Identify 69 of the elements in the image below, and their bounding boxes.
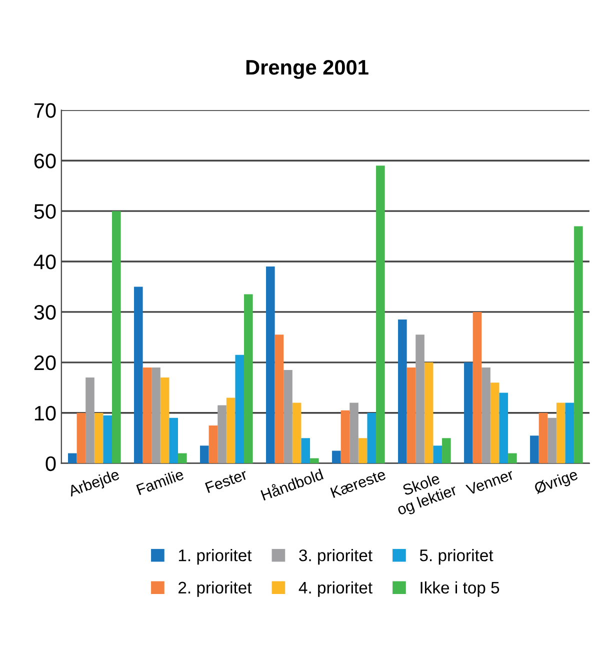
bar: [433, 446, 442, 464]
legend-label: Ikke i top 5: [420, 581, 500, 597]
bar: [68, 453, 77, 464]
bar: [574, 226, 583, 464]
bar: [142, 367, 152, 464]
bar: [530, 436, 539, 464]
bar: [350, 402, 358, 464]
bar: [340, 410, 350, 464]
legend-label: 5. prioritet: [420, 549, 494, 565]
y-tick-label: 0: [46, 456, 56, 472]
bar: [152, 367, 160, 464]
bar: [134, 286, 143, 464]
bar: [103, 415, 112, 464]
y-tick-label: 10: [34, 406, 56, 421]
bar: [490, 382, 500, 464]
chart-title: Drenge 2001: [246, 60, 368, 79]
legend-label: 4. prioritet: [298, 581, 372, 597]
bar: [292, 402, 302, 464]
bar: [235, 354, 244, 464]
bar: [376, 166, 385, 464]
bar: [160, 378, 170, 464]
bar: [424, 362, 434, 464]
bar: [86, 378, 94, 464]
x-tick-label: Venner: [466, 468, 514, 496]
bar: [472, 312, 482, 464]
bar: [284, 370, 292, 464]
bar: [226, 398, 236, 464]
bar: [76, 412, 86, 464]
bar: [310, 458, 319, 464]
bar: [416, 334, 424, 464]
y-tick-label: 70: [34, 103, 56, 118]
bar: [208, 425, 218, 464]
bar: [266, 266, 275, 464]
bar: [178, 453, 187, 464]
bar: [565, 402, 574, 464]
bar: [200, 446, 209, 464]
bar: [112, 211, 121, 464]
x-tick-label: Skole og lektier: [396, 472, 459, 518]
x-tick-label: Arbejde: [67, 468, 121, 500]
bar: [538, 412, 548, 464]
legend-label: 2. prioritet: [178, 581, 252, 597]
bar: [442, 438, 451, 464]
x-tick-label: Familie: [136, 468, 184, 496]
y-tick-label: 50: [34, 204, 56, 219]
bar: [482, 367, 490, 464]
y-tick-label: 40: [34, 254, 56, 270]
bar: [244, 294, 253, 464]
bar: [406, 367, 416, 464]
x-tick-label: Øvrige: [533, 468, 580, 497]
bar: [464, 362, 473, 464]
bar: [332, 450, 341, 464]
bar: [169, 418, 178, 464]
bar: [398, 320, 407, 464]
bar: [556, 402, 566, 464]
y-tick-label: 60: [34, 154, 56, 168]
y-tick-label: 30: [34, 304, 56, 320]
bar: [358, 438, 368, 464]
x-tick-label: Fester: [205, 468, 248, 494]
y-tick-label: 20: [34, 355, 56, 370]
bar: [548, 418, 556, 464]
bar: [499, 392, 508, 464]
bar: [367, 412, 376, 464]
bar: [301, 438, 310, 464]
bar: [218, 405, 226, 464]
legend-label: 3. prioritet: [299, 549, 372, 565]
bar: [508, 453, 517, 464]
legend-label: 1. prioritet: [178, 549, 252, 565]
bar: [94, 412, 104, 464]
bar: [274, 334, 284, 464]
